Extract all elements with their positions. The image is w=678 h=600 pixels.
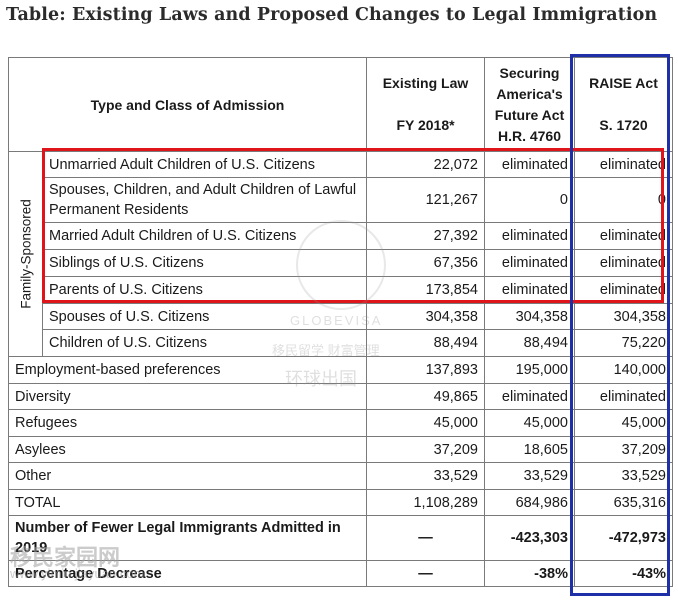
table-row: Spouses, Children, and Adult Children of…	[9, 177, 673, 223]
cell-securing: 304,358	[484, 303, 575, 330]
row-label: Asylees	[8, 436, 367, 463]
cell-securing: 684,986	[484, 489, 575, 516]
cell-raise: eliminated	[574, 222, 673, 250]
table-row: Refugees 45,000 45,000 45,000	[8, 409, 673, 437]
cell-raise: 33,529	[574, 462, 673, 490]
header-securing-line3: Future Act	[494, 106, 565, 123]
cell-securing: 18,605	[484, 436, 575, 463]
table-row: Children of U.S. Citizens 88,494 88,494 …	[9, 329, 673, 357]
table-row: Diversity 49,865 eliminated eliminated	[8, 383, 673, 410]
cell-securing: eliminated	[484, 276, 575, 304]
row-label: Children of U.S. Citizens	[42, 329, 367, 357]
percentage-row: Percentage Decrease — -38% -43%	[8, 560, 673, 587]
cell-securing: 33,529	[484, 462, 575, 490]
cell-raise: 75,220	[574, 329, 673, 357]
table-row: Other 33,529 33,529 33,529	[8, 462, 673, 490]
cell-raise: 37,209	[574, 436, 673, 463]
row-label: Spouses of U.S. Citizens	[42, 303, 367, 330]
immigration-table: Type and Class of Admission Existing Law…	[8, 57, 673, 587]
cell-securing: 45,000	[484, 409, 575, 437]
cell-existing: 49,865	[366, 383, 485, 410]
cell-existing: 1,108,289	[366, 489, 485, 516]
cell-securing: 0	[484, 177, 575, 223]
row-label: Diversity	[8, 383, 367, 410]
header-securing: Securing America's Future Act H.R. 4760	[484, 57, 575, 152]
row-label: Refugees	[8, 409, 367, 437]
cell-securing: eliminated	[484, 383, 575, 410]
cell-raise: 140,000	[574, 356, 673, 384]
cell-existing: 173,854	[366, 276, 485, 304]
cell-existing: 27,392	[366, 222, 485, 250]
cell-existing: 45,000	[366, 409, 485, 437]
table-row: Siblings of U.S. Citizens 67,356 elimina…	[9, 249, 673, 277]
cell-existing: 137,893	[366, 356, 485, 384]
cell-existing: 37,209	[366, 436, 485, 463]
row-label: Percentage Decrease	[8, 560, 367, 587]
table-row: Asylees 37,209 18,605 37,209	[8, 436, 673, 463]
cell-existing: —	[366, 560, 485, 587]
header-row: Type and Class of Admission Existing Law…	[8, 57, 673, 152]
cell-raise: -43%	[574, 560, 673, 587]
cell-existing: 22,072	[366, 151, 485, 178]
cell-raise: 0	[574, 177, 673, 223]
header-existing-law: Existing Law FY 2018*	[366, 57, 485, 152]
fewer-immigrants-row: Number of Fewer Legal Immigrants Admitte…	[8, 515, 673, 561]
cell-raise: eliminated	[574, 249, 673, 277]
row-label: Number of Fewer Legal Immigrants Admitte…	[8, 515, 367, 561]
cell-raise: 304,358	[574, 303, 673, 330]
cell-existing: 67,356	[366, 249, 485, 277]
table-row: Spouses of U.S. Citizens 304,358 304,358…	[9, 303, 673, 330]
cell-raise: 45,000	[574, 409, 673, 437]
cell-securing: eliminated	[484, 249, 575, 277]
row-label: Unmarried Adult Children of U.S. Citizen…	[42, 151, 367, 178]
cell-securing: eliminated	[484, 222, 575, 250]
cell-existing: —	[366, 515, 485, 561]
row-label: TOTAL	[8, 489, 367, 516]
cell-raise: 635,316	[574, 489, 673, 516]
row-label: Married Adult Children of U.S. Citizens	[42, 222, 367, 250]
cell-raise: -472,973	[574, 515, 673, 561]
header-existing-label: Existing Law	[382, 75, 469, 91]
family-sponsored-label: Family-Sponsored	[18, 199, 33, 309]
cell-existing: 304,358	[366, 303, 485, 330]
table-row: Married Adult Children of U.S. Citizens …	[9, 222, 673, 250]
row-label: Other	[8, 462, 367, 490]
header-existing-sub: FY 2018*	[396, 117, 455, 133]
header-securing-sub: H.R. 4760	[497, 127, 562, 144]
cell-raise: eliminated	[574, 276, 673, 304]
cell-existing: 121,267	[366, 177, 485, 223]
cell-securing: -423,303	[484, 515, 575, 561]
row-label: Siblings of U.S. Citizens	[42, 249, 367, 277]
row-label: Parents of U.S. Citizens	[42, 276, 367, 304]
header-securing-line1: Securing	[499, 64, 560, 81]
total-row: TOTAL 1,108,289 684,986 635,316	[8, 489, 673, 516]
cell-securing: 88,494	[484, 329, 575, 357]
header-raise: RAISE Act S. 1720	[574, 57, 673, 152]
header-securing-line2: America's	[496, 85, 563, 102]
header-raise-label: RAISE Act	[589, 75, 658, 91]
header-raise-sub: S. 1720	[599, 117, 648, 133]
page-title: Table: Existing Laws and Proposed Change…	[6, 5, 658, 25]
header-type-class: Type and Class of Admission	[8, 57, 367, 152]
cell-securing: -38%	[484, 560, 575, 587]
cell-existing: 33,529	[366, 462, 485, 490]
cell-securing: 195,000	[484, 356, 575, 384]
row-label: Spouses, Children, and Adult Children of…	[42, 177, 367, 223]
cell-securing: eliminated	[484, 151, 575, 178]
table-row: Family-Sponsored Unmarried Adult Childre…	[8, 151, 673, 357]
cell-raise: eliminated	[574, 383, 673, 410]
row-label: Employment-based preferences	[8, 356, 367, 384]
table-row: Parents of U.S. Citizens 173,854 elimina…	[9, 276, 673, 304]
cell-existing: 88,494	[366, 329, 485, 357]
table-row: Employment-based preferences 137,893 195…	[8, 356, 673, 384]
family-sponsored-cell: Family-Sponsored	[8, 151, 43, 357]
cell-raise: eliminated	[574, 151, 673, 178]
